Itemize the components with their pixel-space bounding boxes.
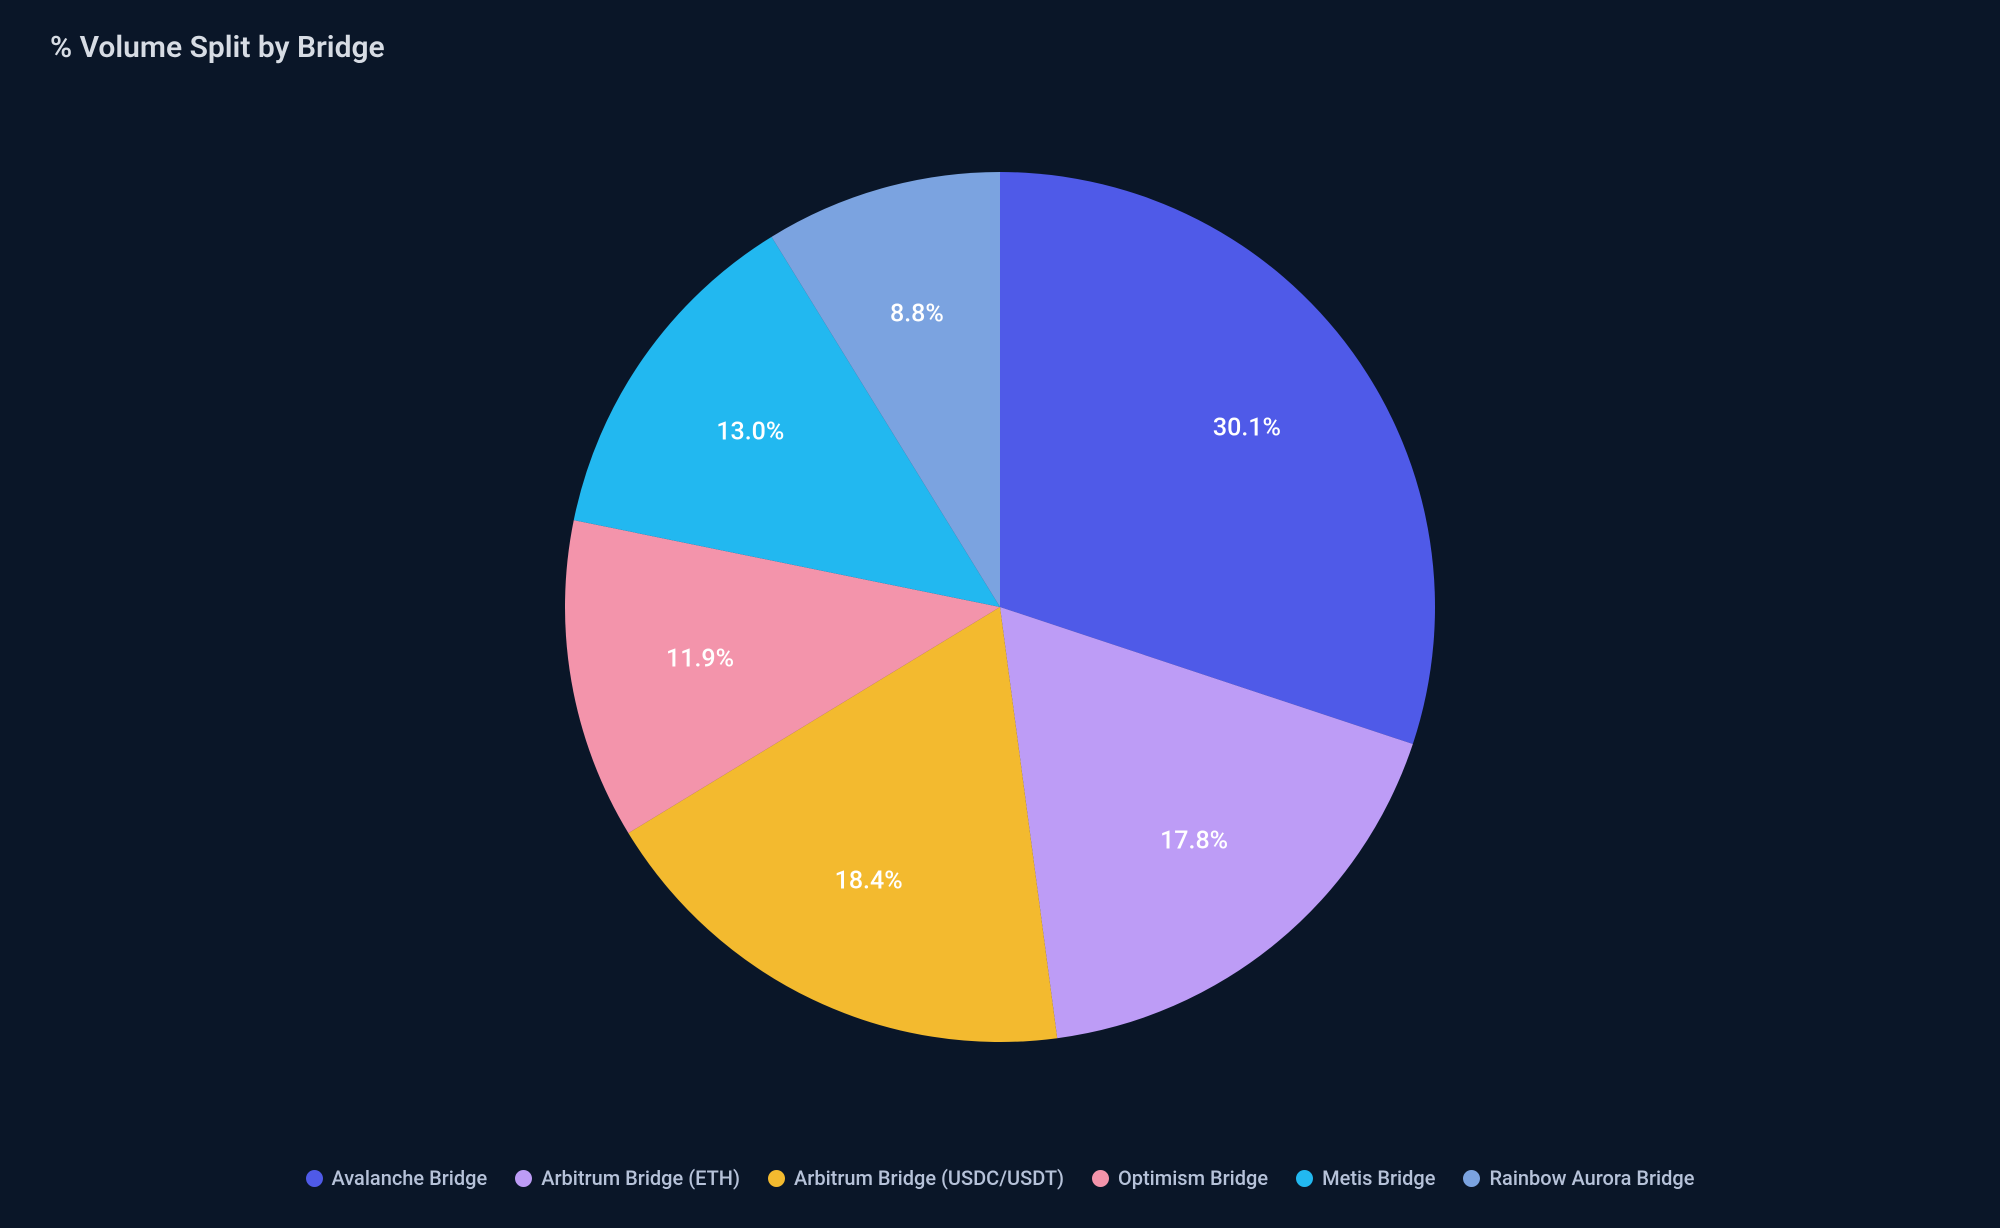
legend-label: Rainbow Aurora Bridge [1489,1166,1694,1190]
legend-item[interactable]: Arbitrum Bridge (USDC/USDT) [768,1166,1064,1190]
pie-chart: 30.1% 17.8% 18.4% 11.9% 13.0% 8.8% [0,65,2000,1148]
legend-label: Arbitrum Bridge (USDC/USDT) [794,1166,1064,1190]
pie-slice-label: 30.1% [1213,414,1281,443]
pie-slice-label: 11.9% [666,644,734,673]
chart-title: % Volume Split by Bridge [0,0,2000,65]
legend-swatch [1092,1170,1109,1187]
legend-label: Avalanche Bridge [332,1166,488,1190]
legend-swatch [515,1170,532,1187]
pie-slice-label: 17.8% [1160,827,1228,856]
legend-label: Arbitrum Bridge (ETH) [541,1166,740,1190]
pie-slice-label: 13.0% [716,418,784,447]
legend-swatch [1296,1170,1313,1187]
legend-swatch [1463,1170,1480,1187]
legend-item[interactable]: Avalanche Bridge [306,1166,488,1190]
legend: Avalanche Bridge Arbitrum Bridge (ETH) Arb… [0,1148,2000,1228]
legend-label: Optimism Bridge [1118,1166,1268,1190]
legend-item[interactable]: Arbitrum Bridge (ETH) [515,1166,740,1190]
legend-swatch [768,1170,785,1187]
legend-item[interactable]: Rainbow Aurora Bridge [1463,1166,1694,1190]
legend-swatch [306,1170,323,1187]
legend-item[interactable]: Optimism Bridge [1092,1166,1268,1190]
legend-label: Metis Bridge [1322,1166,1435,1190]
legend-item[interactable]: Metis Bridge [1296,1166,1435,1190]
pie-slice-label: 8.8% [890,299,944,328]
pie-slice-label: 18.4% [835,867,903,896]
